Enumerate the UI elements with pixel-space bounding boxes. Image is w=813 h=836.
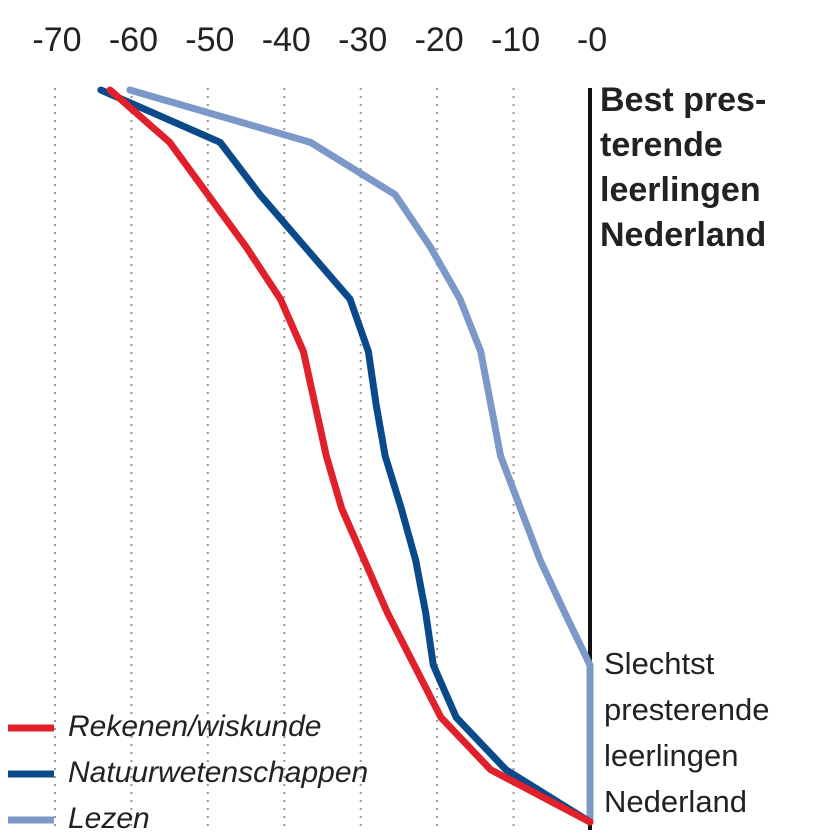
top-label: terende <box>600 126 723 164</box>
top-label: leerlingen <box>600 171 761 209</box>
x-tick-label: -60 <box>109 21 158 59</box>
top-label: Best pres- <box>600 81 766 119</box>
top-label: Nederland <box>600 216 766 254</box>
legend-label: Rekenen/wiskunde <box>68 710 322 743</box>
x-tick-label: -30 <box>338 21 387 59</box>
x-tick-label: -20 <box>415 21 464 59</box>
series-line <box>126 86 594 826</box>
bottom-label: Slechtst <box>604 646 715 681</box>
bottom-label: presterende <box>604 692 769 727</box>
bottom-label: leerlingen <box>604 738 738 773</box>
x-tick-label: -50 <box>185 21 234 59</box>
legend-label: Natuurwetenschappen <box>68 756 368 789</box>
series-line <box>97 86 594 826</box>
x-tick-label: -40 <box>262 21 311 59</box>
legend-label: Lezen <box>68 802 150 835</box>
series-line <box>106 86 594 826</box>
x-tick-label: -0 <box>577 21 607 59</box>
x-tick-label: -70 <box>32 21 81 59</box>
bottom-label: Nederland <box>604 784 747 819</box>
x-tick-label: -10 <box>491 21 540 59</box>
